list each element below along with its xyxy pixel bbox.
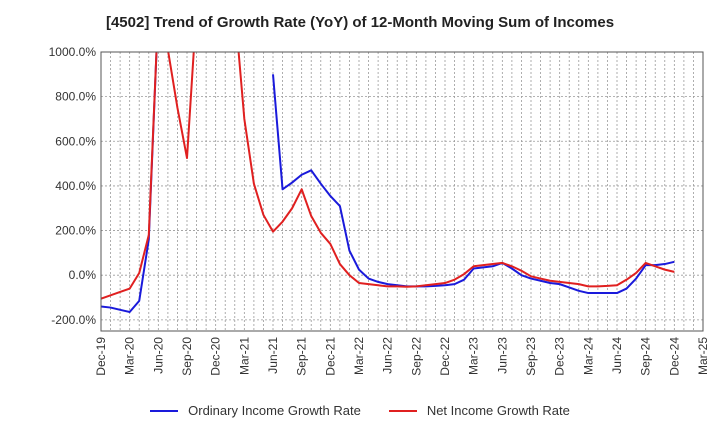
x-tick-label: Jun-24 bbox=[610, 337, 624, 374]
x-tick-label: Sep-21 bbox=[295, 337, 309, 376]
x-tick-label: Dec-22 bbox=[438, 337, 452, 376]
chart-title: [4502] Trend of Growth Rate (YoY) of 12-… bbox=[105, 14, 615, 31]
legend-item-net-income: Net Income Growth Rate bbox=[388, 403, 570, 418]
x-tick-label: Mar-22 bbox=[352, 337, 366, 375]
y-tick-label: 0.0% bbox=[69, 268, 97, 282]
x-tick-label: Dec-19 bbox=[94, 337, 108, 376]
x-tick-label: Mar-21 bbox=[237, 337, 251, 375]
x-tick-label: Dec-21 bbox=[323, 337, 337, 376]
series-line-ordinary-income bbox=[101, 52, 158, 314]
series-line-net-income bbox=[237, 52, 675, 288]
x-tick-label: Jun-21 bbox=[266, 337, 280, 374]
plot-border bbox=[100, 51, 704, 332]
series-line-net-income bbox=[101, 52, 195, 300]
y-tick-label: 1000.0% bbox=[49, 45, 97, 59]
x-tick-label: Jun-23 bbox=[495, 337, 509, 374]
y-tick-label: 600.0% bbox=[55, 134, 96, 148]
x-tick-label: Dec-20 bbox=[209, 337, 223, 376]
x-tick-label: Sep-24 bbox=[639, 337, 653, 376]
legend-swatch-ordinary-income bbox=[150, 409, 179, 412]
x-tick-label: Mar-25 bbox=[696, 337, 710, 375]
series-layer bbox=[101, 52, 675, 314]
x-tick-label: Sep-23 bbox=[524, 337, 538, 376]
y-tick-label: -200.0% bbox=[51, 313, 96, 327]
legend-label-ordinary-income: Ordinary Income Growth Rate bbox=[188, 403, 361, 418]
x-tick-label: Mar-20 bbox=[123, 337, 137, 375]
series-line-ordinary-income bbox=[272, 74, 675, 295]
legend-item-ordinary-income: Ordinary Income Growth Rate bbox=[150, 403, 361, 418]
x-tick-label: Jun-22 bbox=[381, 337, 395, 374]
y-tick-label: 800.0% bbox=[55, 90, 96, 104]
x-tick-label: Sep-20 bbox=[180, 337, 194, 376]
x-tick-label: Sep-22 bbox=[409, 337, 423, 376]
legend-label-net-income: Net Income Growth Rate bbox=[426, 403, 570, 418]
x-tick-label: Mar-23 bbox=[467, 337, 481, 375]
y-tick-label: 400.0% bbox=[55, 179, 96, 193]
x-tick-label: Mar-24 bbox=[581, 337, 595, 375]
y-tick-label: 200.0% bbox=[55, 224, 96, 238]
legend-swatch-net-income bbox=[388, 409, 417, 412]
axis-layer: -200.0% 0.0% 200.0% 400.0% 600.0% 800.0% 1000.… bbox=[49, 45, 710, 376]
x-tick-label: Jun-20 bbox=[151, 337, 165, 374]
legend: Ordinary Income Growth Rate Net Income G… bbox=[0, 403, 720, 418]
x-tick-label: Dec-24 bbox=[667, 337, 681, 376]
x-tick-label: Dec-23 bbox=[553, 337, 567, 376]
